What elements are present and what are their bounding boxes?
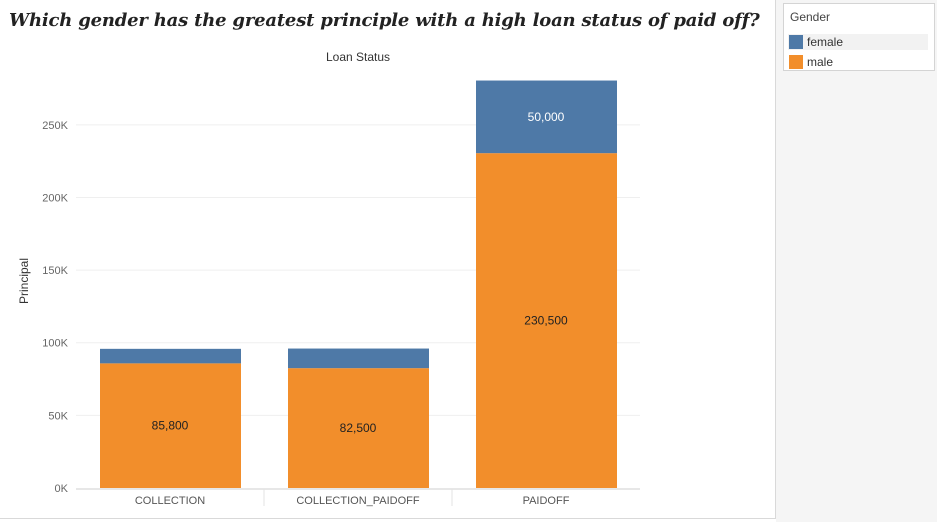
y-tick-label: 0K	[55, 483, 69, 495]
legend-swatch-female	[789, 35, 803, 49]
x-tick-label: COLLECTION_PAIDOFF	[296, 495, 420, 507]
page-title: Which gender has the greatest principle …	[9, 10, 760, 31]
y-tick-label: 250K	[42, 120, 68, 132]
data-label: 82,500	[340, 421, 377, 435]
bar-female-paidoff	[476, 80, 617, 154]
y-axis-label: Principal	[17, 258, 31, 304]
legend-label-male: male	[807, 55, 834, 69]
chart-title: Loan Status	[326, 50, 390, 64]
data-label: 85,800	[152, 419, 189, 433]
legend[interactable]: Gender female male	[783, 3, 935, 71]
bar-male-paidoff	[476, 153, 617, 488]
y-tick-label: 50K	[48, 410, 68, 422]
chart-sheet: Which gender has the greatest principle …	[0, 0, 776, 519]
side-panel	[776, 0, 937, 522]
y-tick-label: 200K	[42, 192, 68, 204]
bar-female-collection-paidoff	[288, 348, 429, 369]
data-label: 50,000	[528, 110, 565, 124]
bar-male-collection-paidoff	[288, 368, 429, 488]
data-label: 230,500	[524, 314, 568, 328]
legend-item-male[interactable]: male	[788, 54, 928, 70]
legend-item-female[interactable]: female	[788, 34, 928, 50]
x-tick-label: PAIDOFF	[523, 495, 570, 507]
x-tick-label: COLLECTION	[135, 495, 205, 507]
bar-female-collection	[100, 348, 241, 364]
legend-swatch-male	[789, 55, 803, 69]
y-tick-label: 100K	[42, 338, 68, 350]
legend-label-female: female	[807, 35, 844, 49]
bar-chart: 85,800 82,500 230,500 50,000 Loan Status Pri…	[17, 50, 640, 507]
y-tick-label: 150K	[42, 265, 68, 277]
bar-male-collection	[100, 363, 241, 488]
legend-title: Gender	[790, 10, 831, 24]
